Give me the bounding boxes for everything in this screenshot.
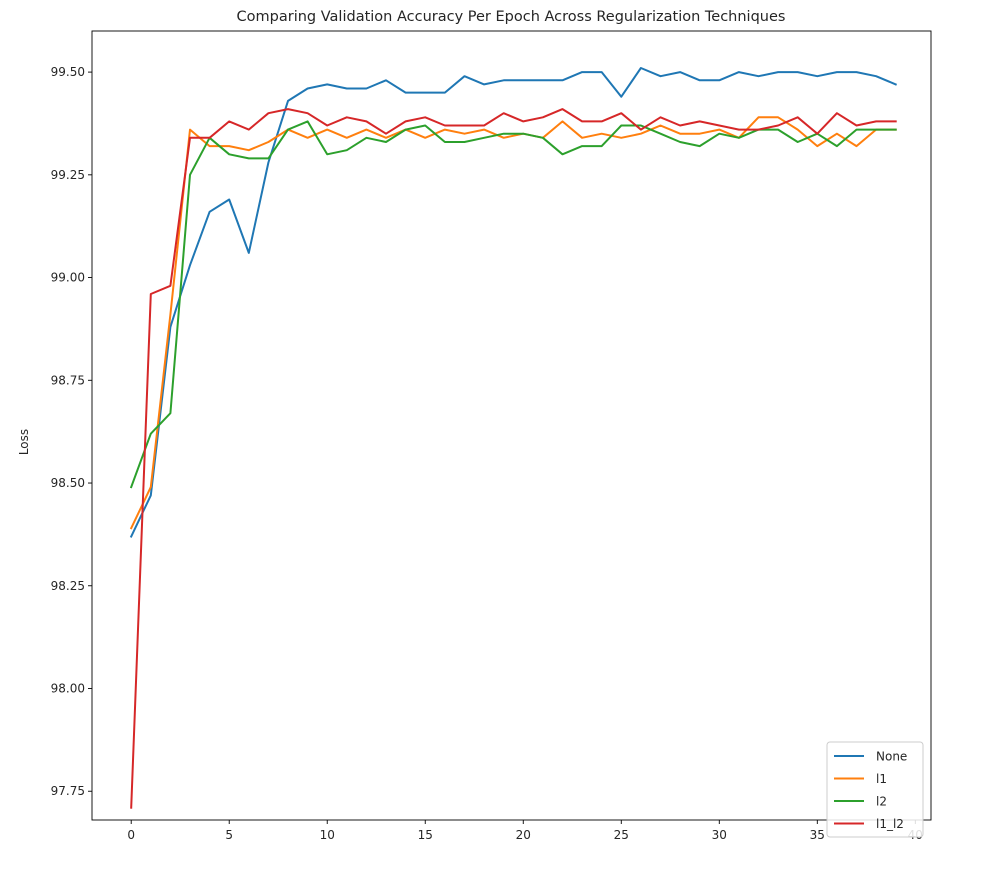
- x-tick-label: 5: [225, 828, 233, 842]
- x-axis: 0510152025303540: [127, 820, 923, 842]
- legend-label-2: l2: [876, 795, 887, 809]
- y-tick-label: 98.25: [51, 579, 85, 593]
- series-line-3: [130, 108, 897, 809]
- y-tick-label: 97.75: [51, 784, 85, 798]
- series-line-2: [129, 120, 897, 489]
- plot-area: [91, 30, 932, 821]
- legend: None l1 l2 l1_l2: [826, 741, 924, 838]
- y-axis-title: Loss: [17, 429, 31, 455]
- x-tick-label: 20: [516, 828, 531, 842]
- x-tick-label: 15: [418, 828, 433, 842]
- y-tick-label: 99.00: [51, 271, 85, 285]
- y-axis: 97.75 98.00 98.25 98.50 98.75 99.00 99.25 99.50: [51, 65, 92, 798]
- x-tick-label: 30: [712, 828, 727, 842]
- legend-label-1: l1: [876, 772, 887, 786]
- y-tick-label: 98.00: [51, 682, 85, 696]
- y-tick-label: 98.75: [51, 373, 85, 387]
- y-tick-label: 99.25: [51, 168, 85, 182]
- y-tick-label: 99.50: [51, 65, 85, 79]
- x-tick-label: 0: [127, 828, 135, 842]
- legend-box: [826, 741, 924, 838]
- series-line-0: [129, 67, 898, 538]
- x-tick-label: 10: [320, 828, 335, 842]
- x-tick-label: 25: [614, 828, 629, 842]
- x-tick-label: 35: [810, 828, 825, 842]
- series-line-1: [129, 116, 897, 530]
- legend-label-3: l1_l2: [876, 817, 904, 831]
- legend-label-0: None: [876, 750, 907, 764]
- chart-title: Comparing Validation Accuracy Per Epoch …: [237, 9, 786, 25]
- y-tick-label: 98.50: [51, 476, 85, 490]
- plot-frame: [91, 30, 932, 821]
- series-lines: [129, 67, 898, 809]
